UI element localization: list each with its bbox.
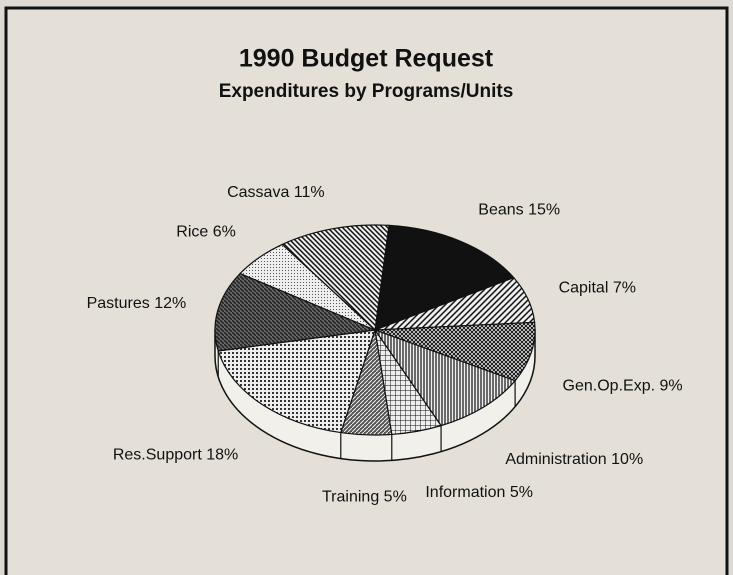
value-label: 5% — [384, 489, 407, 506]
value-label: 11% — [294, 184, 325, 201]
value-label: 12% — [154, 295, 186, 312]
pie-slice — [373, 328, 517, 427]
slice-label: Information 5% — [425, 484, 533, 501]
pie-slice — [217, 329, 376, 434]
slice-label: Training 5% — [322, 489, 407, 506]
category-label: Gen.Op.Exp. — [563, 378, 656, 395]
slice-label: Administration 10% — [505, 451, 643, 468]
value-label: 18% — [206, 447, 238, 464]
slice-label: Beans 15% — [478, 202, 560, 219]
slice-label: Rice 6% — [176, 224, 236, 241]
slice-label: Cassava 11% — [227, 184, 325, 201]
pie-slice — [281, 224, 390, 332]
pie-slice — [214, 272, 378, 352]
pie-slice — [374, 321, 536, 382]
category-label: Cassava — [227, 184, 289, 201]
chart-subtitle: Expenditures by Programs/Units — [219, 81, 514, 102]
value-label: 10% — [611, 451, 643, 468]
category-label: Rice — [176, 224, 208, 241]
slice-label: Res.Support 18% — [113, 447, 238, 464]
category-label: Information — [425, 484, 505, 501]
category-label: Capital — [559, 280, 609, 297]
value-label: 9% — [660, 378, 683, 395]
value-label: 7% — [613, 280, 636, 297]
category-label: Administration — [505, 451, 606, 468]
pie-slice — [374, 224, 515, 331]
category-label: Training — [322, 489, 379, 506]
slice-label: Capital 7% — [559, 280, 636, 297]
value-label: 15% — [528, 202, 560, 219]
value-label: 6% — [213, 224, 236, 241]
slice-label: Pastures 12% — [87, 295, 187, 312]
category-label: Beans — [478, 202, 523, 219]
category-label: Pastures — [87, 295, 150, 312]
category-label: Res.Support — [113, 447, 202, 464]
slice-label: Gen.Op.Exp. 9% — [563, 378, 683, 395]
value-label: 5% — [510, 484, 533, 501]
chart-title: 1990 Budget Request — [239, 45, 494, 73]
